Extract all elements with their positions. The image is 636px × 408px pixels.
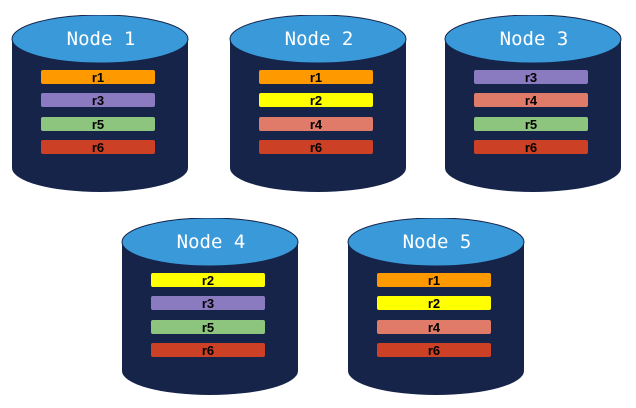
node-title: Node 4 <box>176 231 246 253</box>
replica-r4: r4 <box>377 319 491 335</box>
replica-r2: r2 <box>151 273 265 288</box>
replica-r1: r1 <box>41 70 155 85</box>
node-title: Node 1 <box>66 28 136 50</box>
replica-r3: r3 <box>474 70 588 85</box>
replica-r2: r2 <box>377 296 491 311</box>
replica-r3: r3 <box>41 93 155 108</box>
replica-r6: r6 <box>377 342 491 358</box>
replica-r5: r5 <box>41 116 155 132</box>
replica-r6: r6 <box>41 139 155 155</box>
replica-r6: r6 <box>151 342 265 358</box>
node-cylinder: Node 2 r1 r2 r4 r6 <box>229 15 409 195</box>
node-title: Node 3 <box>499 28 569 50</box>
replica-r4: r4 <box>474 93 588 108</box>
replica-r6: r6 <box>259 139 373 155</box>
replica-r1: r1 <box>377 273 491 288</box>
replica-r3: r3 <box>151 296 265 311</box>
node-title: Node 2 <box>284 28 354 50</box>
replica-r6: r6 <box>474 139 588 155</box>
replica-r2: r2 <box>259 93 373 108</box>
node-cylinder: Node 4 r2 r3 r5 r6 <box>121 218 301 398</box>
replica-r5: r5 <box>151 319 265 335</box>
node-cylinder: Node 5 r1 r2 r4 r6 <box>347 218 527 398</box>
replica-r1: r1 <box>259 70 373 85</box>
node-cylinder: Node 3 r3 r4 r5 r6 <box>444 15 624 195</box>
node-cylinder: Node 1 r1 r3 r5 r6 <box>11 15 191 195</box>
replica-r5: r5 <box>474 116 588 132</box>
replica-r4: r4 <box>259 116 373 132</box>
node-title: Node 5 <box>402 231 472 253</box>
